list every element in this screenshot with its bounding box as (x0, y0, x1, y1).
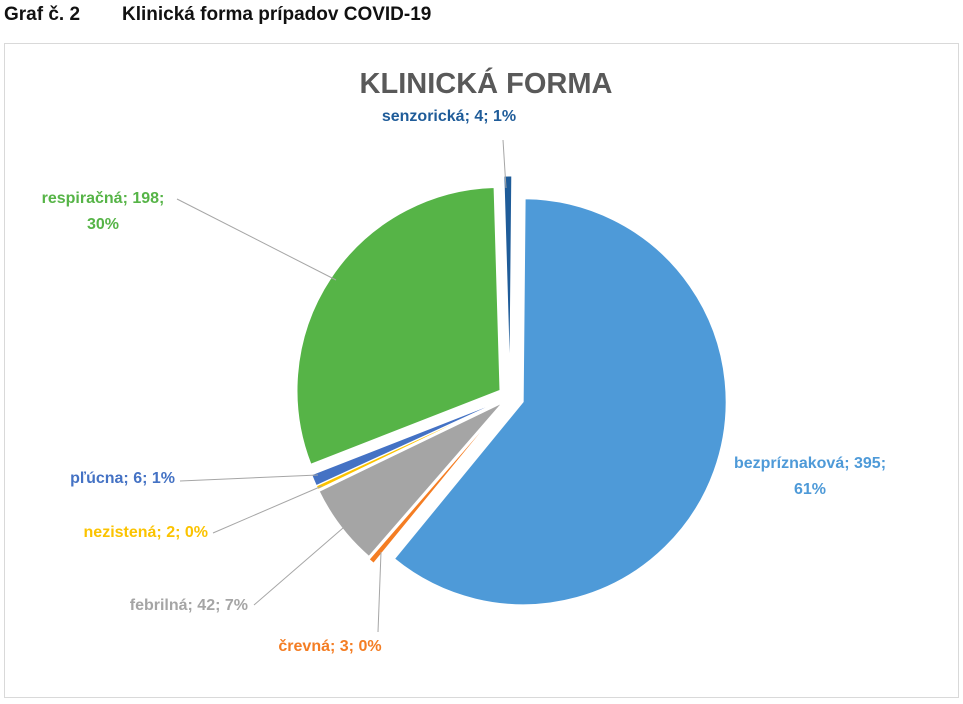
data-label-line: senzorická; 4; 1% (382, 108, 516, 125)
data-label-line: črevná; 3; 0% (278, 638, 381, 655)
data-label-nezistená: nezistená; 2; 0% (84, 524, 208, 541)
leader-lines (176, 139, 507, 633)
data-label-pľúcna: pľúcna; 6; 1% (70, 470, 175, 487)
data-label-line: 30% (87, 216, 119, 233)
pie-slice-febrilná (318, 402, 503, 558)
pie-slice-senzorická (503, 175, 513, 380)
leader-line-črevná (377, 551, 382, 633)
pie-slice-bezpríznaková (393, 198, 727, 606)
data-label-line: febrilná; 42; 7% (130, 597, 248, 614)
pie-slice-respiračná (296, 186, 501, 465)
figure-number: Graf č. 2 (4, 4, 81, 25)
figure-caption: Graf č. 2 Klinická forma prípadov COVID-1… (4, 4, 431, 26)
data-label-line: respiračná; 198; (42, 190, 165, 207)
data-label-line: nezistená; 2; 0% (84, 524, 208, 541)
data-label-febrilná: febrilná; 42; 7% (130, 597, 248, 614)
leader-line-nezistená (212, 485, 323, 534)
data-label-senzorická: senzorická; 4; 1% (382, 108, 516, 125)
leader-line-pľúcna (179, 474, 319, 482)
data-label-line: bezpríznaková; 395; (734, 455, 886, 472)
data-label-črevná: črevná; 3; 0% (278, 638, 381, 655)
data-label-line: pľúcna; 6; 1% (70, 470, 175, 487)
pie-slice-črevná (368, 405, 503, 564)
data-label-bezpríznaková: bezpríznaková; 395; 61% (734, 455, 886, 498)
chart-title: KLINICKÁ FORMA (360, 66, 613, 100)
data-labels: bezpríznaková; 395; 61% črevná; 3; 0% febri… (42, 108, 886, 655)
leader-line-respiračná (176, 198, 337, 281)
leader-line-febrilná (253, 527, 344, 606)
data-label-line: 61% (794, 481, 826, 498)
pie-slice-pľúcna (311, 400, 502, 487)
figure-title: Klinická forma prípadov COVID-19 (122, 4, 432, 25)
data-label-respiračná: respiračná; 198; 30% (42, 190, 165, 233)
pie-slices (296, 175, 727, 606)
leader-line-senzorická (502, 139, 507, 189)
